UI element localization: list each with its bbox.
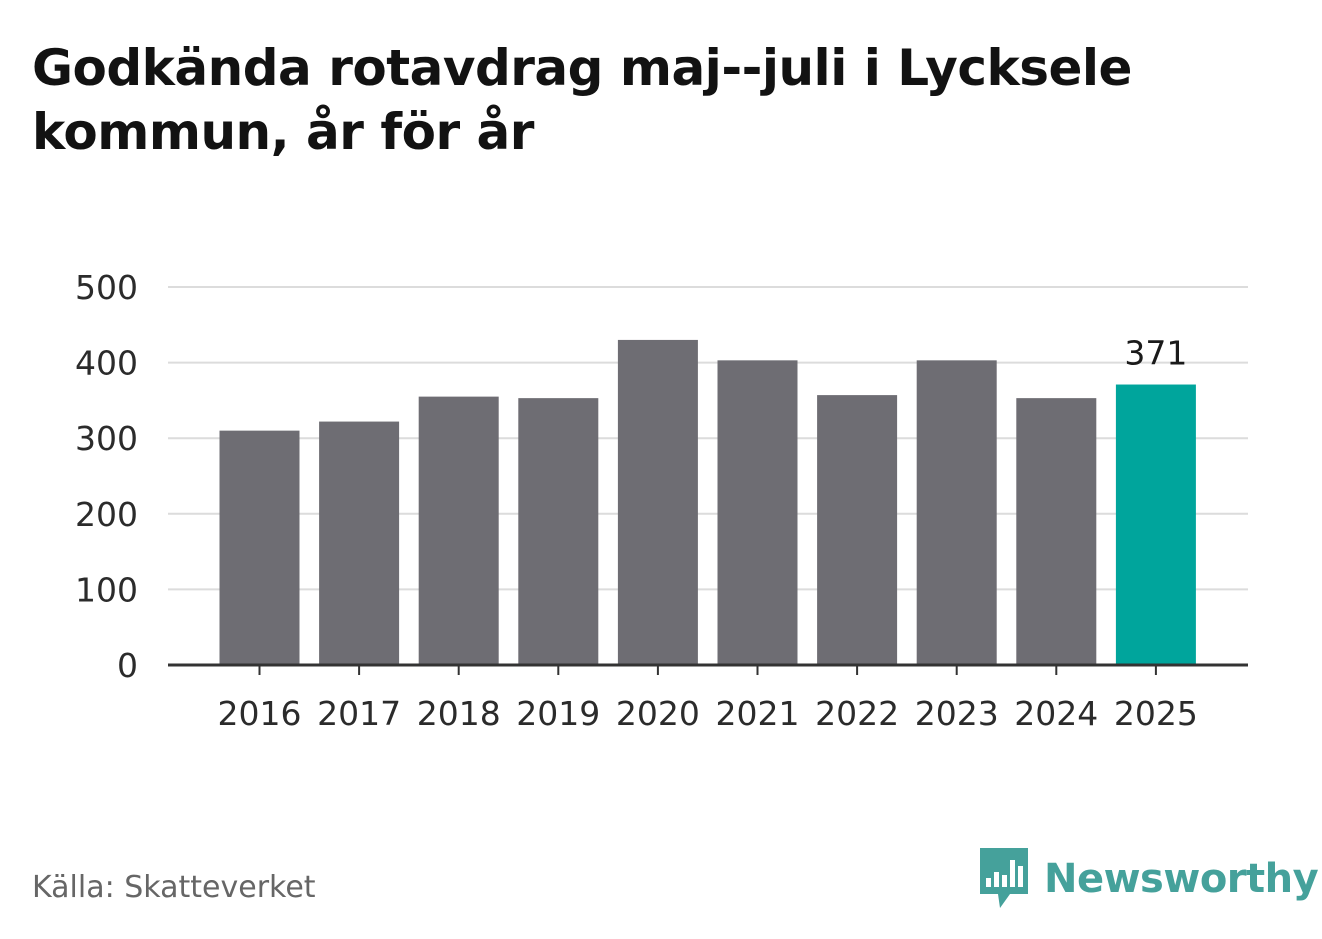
x-tick-label: 2018 <box>417 694 501 733</box>
bar-2016 <box>219 430 300 665</box>
data-labels: 371 <box>1124 334 1187 373</box>
bar-2018 <box>418 396 499 665</box>
x-tick-label: 2025 <box>1114 694 1198 733</box>
bar-2019 <box>518 398 599 665</box>
y-tick-label: 0 <box>117 646 138 685</box>
bar-chart: 0 100 200 300 400 500 2016 2017 2018 2019 2020 202… <box>75 268 1248 733</box>
bar-2024 <box>1016 398 1097 665</box>
x-tick-label: 2021 <box>716 694 800 733</box>
x-tick-label: 2016 <box>218 694 302 733</box>
bar-2025 <box>1115 384 1196 665</box>
y-tick-label: 200 <box>75 495 138 534</box>
y-tick-label: 500 <box>75 268 138 307</box>
brand-logo: Newsworthy <box>980 848 1319 910</box>
x-tick-label: 2019 <box>516 694 600 733</box>
y-axis-ticks: 0 100 200 300 400 500 <box>75 268 138 685</box>
bar-2023 <box>916 360 997 665</box>
x-tick-label: 2024 <box>1014 694 1098 733</box>
y-tick-label: 300 <box>75 419 138 458</box>
data-label: 371 <box>1124 334 1187 373</box>
x-axis-ticks: 2016 2017 2018 2019 2020 2021 2022 2023 2024 2025 <box>218 665 1198 733</box>
x-tick-label: 2020 <box>616 694 700 733</box>
x-tick-label: 2017 <box>317 694 401 733</box>
bar-2020 <box>617 339 698 665</box>
chart-title: Godkända rotavdrag maj--juli i Lycksele … <box>32 39 1132 161</box>
brand-name: Newsworthy <box>1044 856 1319 902</box>
y-tick-label: 100 <box>75 570 138 609</box>
source-note: Källa: Skatteverket <box>32 870 316 905</box>
bar-2022 <box>817 395 898 665</box>
bar-2017 <box>319 421 400 665</box>
newsworthy-logo-icon <box>980 848 1028 908</box>
bars <box>219 339 1196 665</box>
x-tick-label: 2022 <box>815 694 899 733</box>
x-tick-label: 2023 <box>915 694 999 733</box>
y-tick-label: 400 <box>75 344 138 383</box>
bar-2021 <box>717 360 798 665</box>
